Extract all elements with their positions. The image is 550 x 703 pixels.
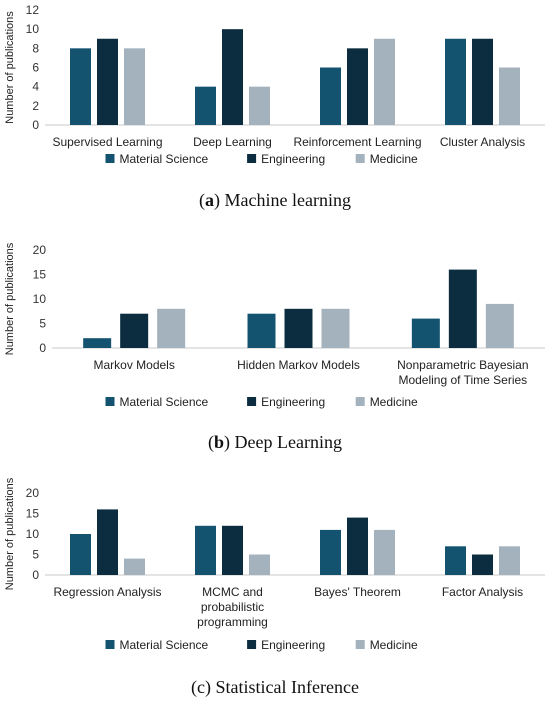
bar-material-science — [445, 546, 466, 575]
bar-engineering — [472, 38, 493, 125]
y-tick-label: 0 — [32, 568, 39, 582]
legend-swatch — [355, 397, 365, 406]
bar-medicine — [499, 67, 520, 125]
chart-deep-learning: Number of publications 0 5 10 15 20 Markov Mod… — [4, 242, 545, 409]
bar-material-science — [247, 313, 276, 348]
y-axis-label: Number of publications — [4, 478, 16, 590]
bar-medicine — [374, 529, 395, 575]
y-tick-label: 10 — [33, 292, 47, 306]
legend-swatch — [105, 640, 115, 649]
y-tick-label: 0 — [39, 341, 46, 355]
chart-panel-b: Number of publications 0 5 10 15 20 Markov Mod… — [0, 235, 550, 420]
caption-a-letter: a — [205, 190, 215, 210]
chart-machine-learning: Number of publications 0 2 4 6 8 10 12 Supervise… — [4, 3, 545, 166]
legend-label: Engineering — [261, 152, 325, 166]
caption-a-open: ( — [199, 190, 206, 210]
y-tick-label: 2 — [32, 99, 39, 113]
bar-engineering — [448, 269, 477, 348]
bar-engineering — [284, 308, 313, 348]
category-label: Cluster Analysis — [440, 135, 525, 149]
bar-engineering — [97, 509, 118, 575]
y-tick-label: 15 — [33, 268, 47, 282]
bar-material-science — [195, 525, 216, 575]
y-tick-label: 10 — [26, 22, 40, 36]
category-label: Deep Learning — [193, 135, 272, 149]
bar-material-science — [411, 318, 440, 348]
bar-medicine — [485, 303, 514, 348]
bar-material-science — [320, 67, 341, 125]
legend-swatch — [247, 154, 257, 163]
y-tick-label: 0 — [32, 118, 39, 132]
caption-a-text: ) Machine learning — [214, 190, 351, 210]
legend-swatch — [105, 397, 115, 406]
bar-medicine — [124, 558, 145, 575]
category-label: Hidden Markov Models — [237, 358, 360, 372]
caption-b-text: ) Deep Learning — [224, 432, 342, 452]
legend-swatch — [247, 640, 257, 649]
bar-engineering — [347, 48, 368, 126]
legend-swatch — [247, 397, 257, 406]
y-tick-label: 20 — [33, 243, 47, 257]
bar-material-science — [445, 38, 466, 125]
bar-medicine — [499, 546, 520, 575]
bar-engineering — [222, 525, 243, 575]
category-label: Factor Analysis — [442, 585, 523, 599]
chart-panel-c: Number of publications 0 5 10 15 20 Regression… — [0, 478, 550, 668]
legend-label: Medicine — [370, 638, 418, 652]
caption-a: (a) Machine learning — [0, 190, 550, 211]
caption-b: (b) Deep Learning — [0, 432, 550, 453]
bar-engineering — [347, 517, 368, 575]
legend-label: Material Science — [120, 152, 209, 166]
y-tick-label: 15 — [26, 507, 40, 521]
y-axis-label: Number of publications — [4, 242, 16, 355]
chart-panel-a: Number of publications 0 2 4 6 8 10 12 Supervise… — [0, 0, 550, 180]
caption-b-open: ( — [208, 432, 215, 452]
y-tick-label: 20 — [26, 486, 40, 500]
chart-statistical-inference: Number of publications 0 5 10 15 20 Regression… — [4, 478, 545, 652]
bar-medicine — [249, 554, 270, 575]
category-label: MCMC and probabilistic programming — [197, 585, 268, 629]
bar-medicine — [374, 38, 395, 125]
y-tick-label: 5 — [32, 548, 39, 562]
y-tick-label: 6 — [32, 61, 39, 75]
category-label: Regression Analysis — [53, 585, 161, 599]
bar-engineering — [97, 38, 118, 125]
legend-label: Material Science — [120, 638, 209, 652]
caption-b-letter: b — [214, 432, 225, 452]
category-label: Bayes' Theorem — [314, 585, 401, 599]
bar-medicine — [249, 86, 270, 125]
category-label: Nonparametric Bayesian Modeling of Time S… — [397, 358, 528, 387]
caption-c: (c) Statistical Inference — [0, 677, 550, 698]
legend-swatch — [355, 640, 365, 649]
bar-material-science — [195, 86, 216, 125]
legend-label: Material Science — [120, 395, 209, 409]
bar-material-science — [70, 534, 91, 575]
y-tick-label: 12 — [26, 3, 40, 17]
legend-label: Engineering — [261, 638, 325, 652]
y-axis-label: Number of publications — [4, 11, 16, 124]
y-tick-label: 10 — [26, 527, 40, 541]
bar-medicine — [321, 308, 350, 348]
bar-material-science — [83, 338, 112, 348]
bar-material-science — [70, 48, 91, 126]
y-tick-label: 5 — [39, 317, 46, 331]
y-tick-label: 4 — [32, 80, 39, 94]
bar-engineering — [222, 29, 243, 126]
category-label: Supervised Learning — [52, 135, 162, 149]
bar-material-science — [320, 529, 341, 575]
bar-medicine — [157, 308, 186, 348]
category-label: Reinforcement Learning — [293, 135, 421, 149]
legend-label: Medicine — [370, 395, 418, 409]
legend-label: Engineering — [261, 395, 325, 409]
legend-label: Medicine — [370, 152, 418, 166]
legend-swatch — [105, 154, 115, 163]
bar-engineering — [472, 554, 493, 575]
bar-medicine — [124, 48, 145, 126]
caption-c-text: (c) Statistical Inference — [191, 677, 359, 697]
legend-swatch — [355, 154, 365, 163]
bar-engineering — [120, 313, 149, 348]
category-label: Markov Models — [93, 358, 174, 372]
y-tick-label: 8 — [32, 41, 39, 55]
